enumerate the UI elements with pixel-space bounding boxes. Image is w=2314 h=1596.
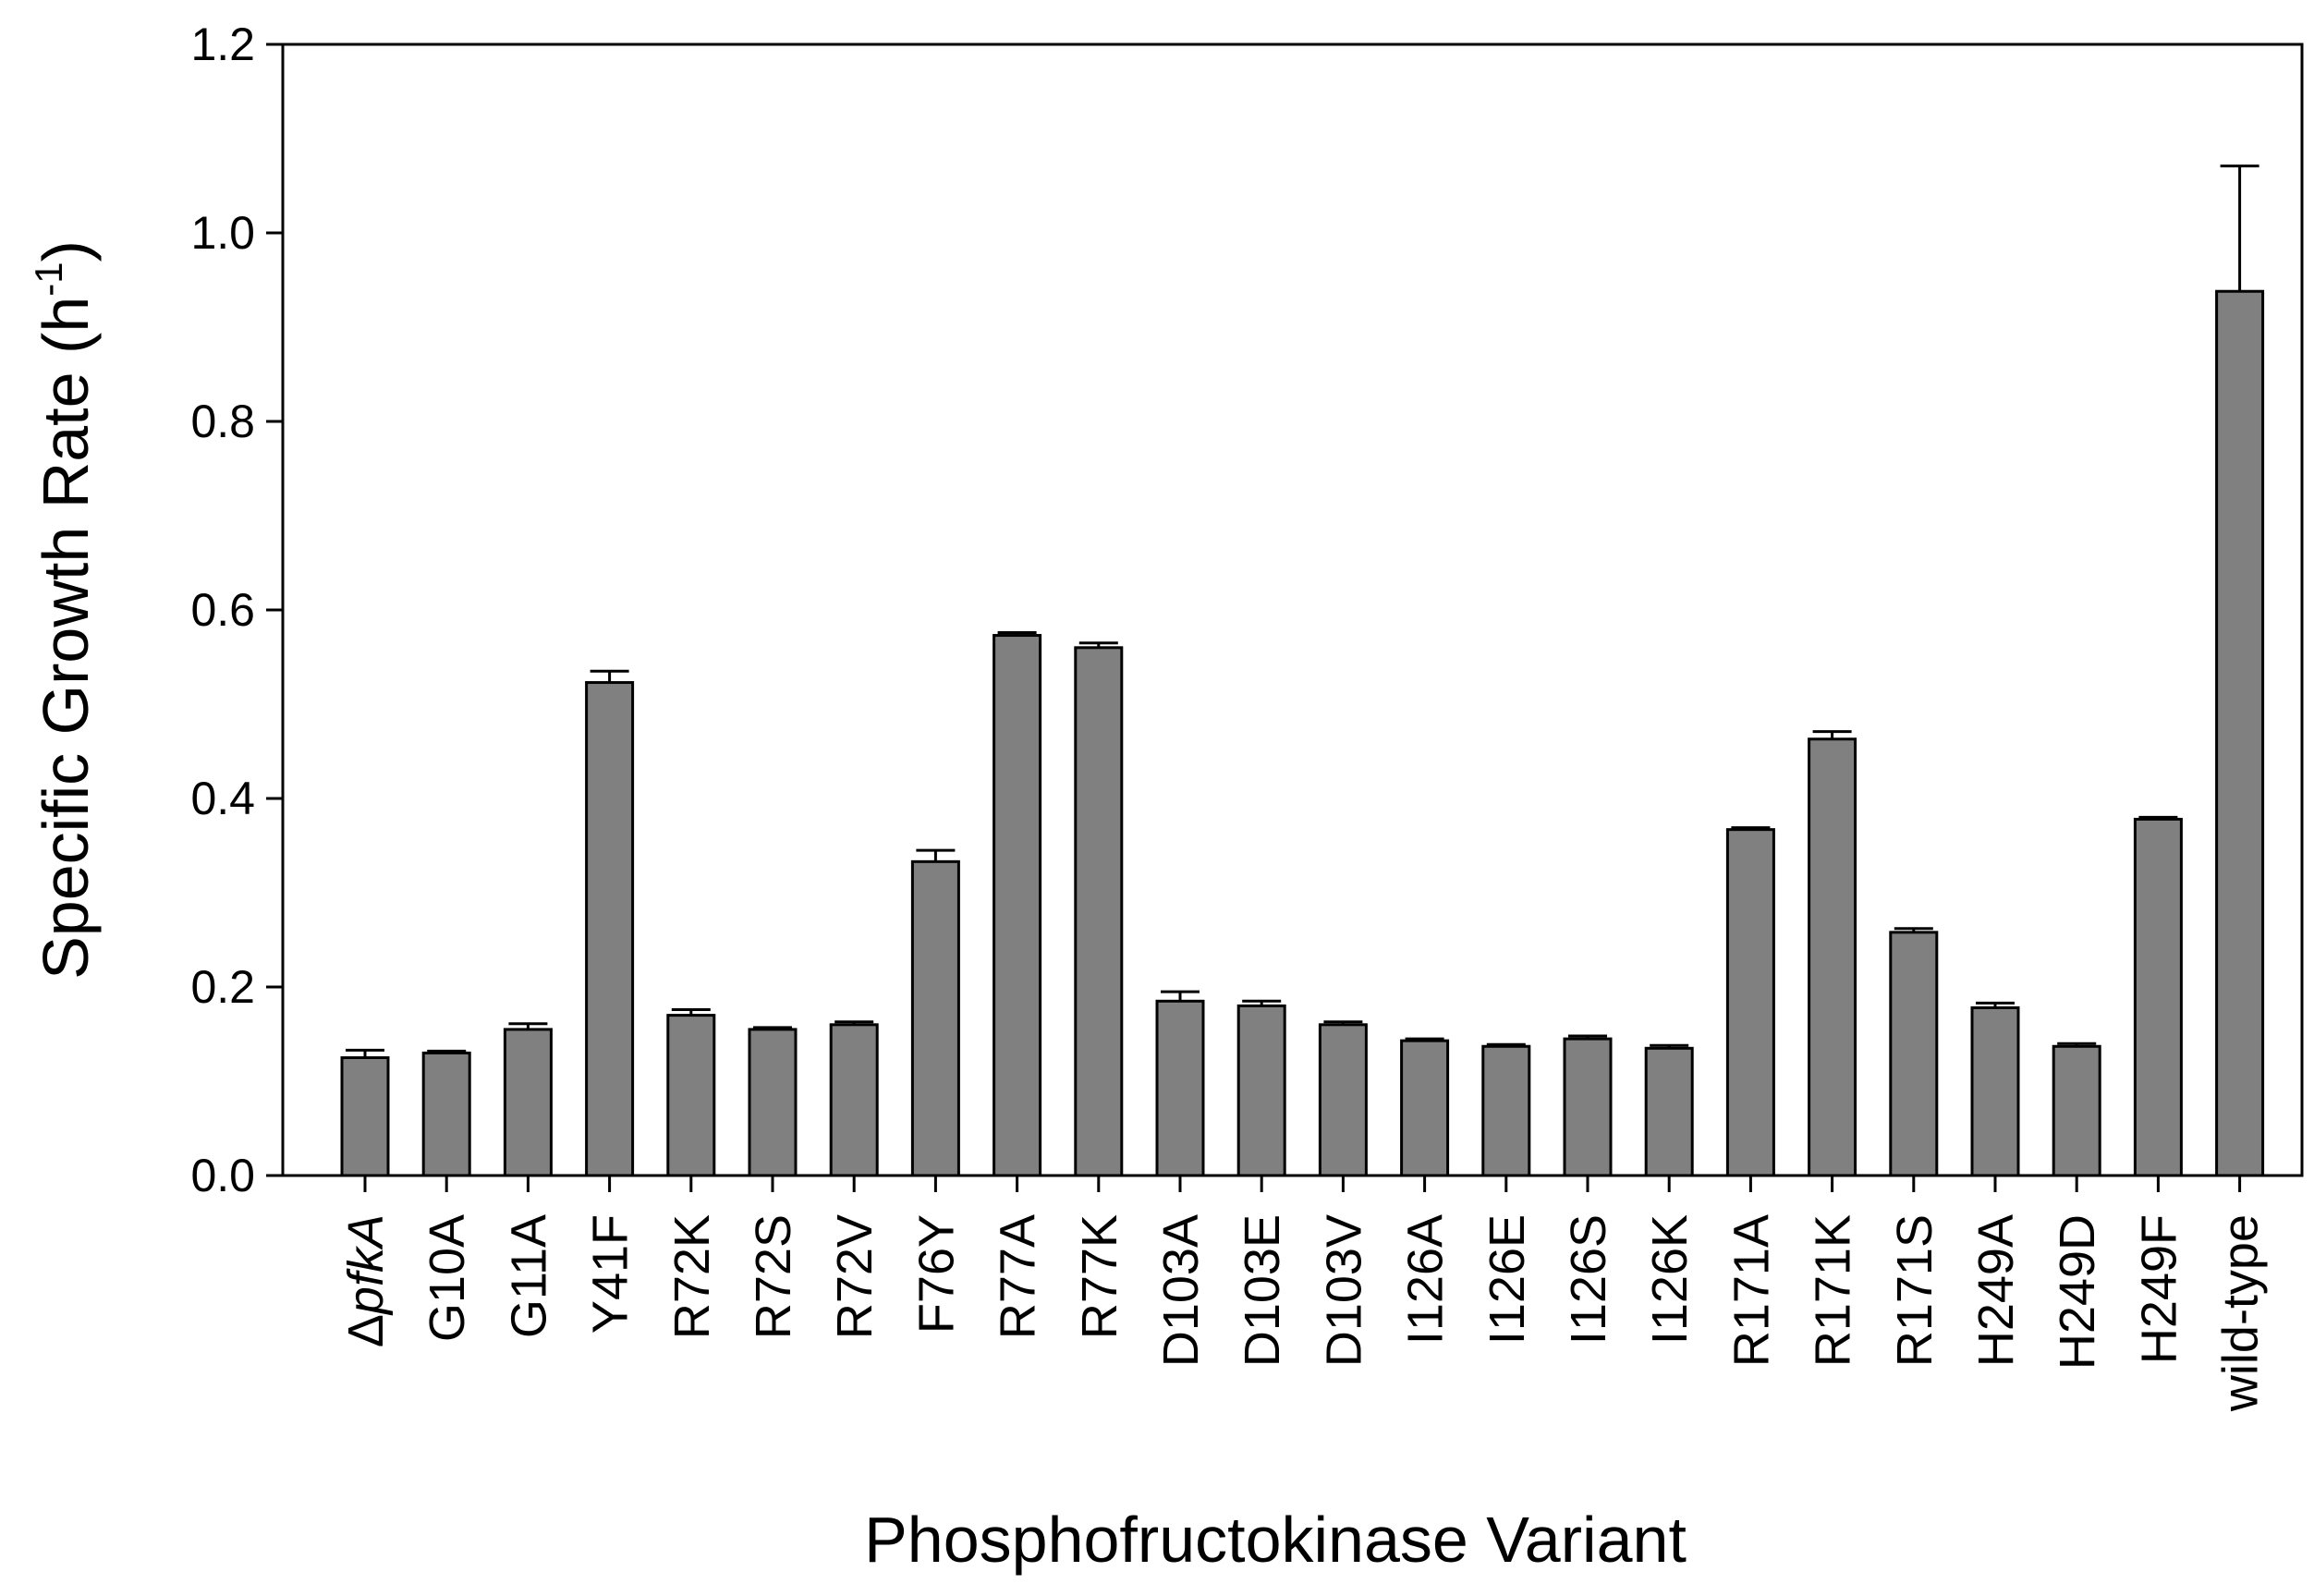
bar (1563, 1037, 1613, 1177)
bar (1074, 646, 1124, 1177)
bar (2052, 1044, 2101, 1177)
x-tick-label: I126A (1398, 1214, 1454, 1345)
bar (1236, 1004, 1286, 1177)
bar (1155, 999, 1205, 1177)
x-tick-label: R77A (991, 1214, 1046, 1339)
bar (2215, 289, 2265, 1177)
x-tick-label-prefix: Δ (338, 1314, 394, 1347)
y-tick-label: 0.6 (190, 584, 255, 636)
x-tick-label: R72K (664, 1214, 720, 1339)
bar (1725, 828, 1775, 1177)
bar (666, 1014, 716, 1177)
x-tick-label: H249D (2050, 1214, 2105, 1370)
y-axis-ticks: 0.0 0.2 0.4 0.6 0.8 1.0 1.2 (190, 18, 283, 1201)
y-axis-title-close: ) (30, 240, 102, 262)
x-tick-label: R171A (1723, 1214, 1779, 1367)
bar (421, 1051, 471, 1177)
x-tick-label: Y41F (583, 1214, 639, 1334)
error-bars-layer (346, 164, 2259, 1058)
x-tick-label: I126K (1642, 1214, 1698, 1345)
y-axis-title: Specific Growth Rate (h-1) (27, 240, 102, 980)
bar (910, 859, 960, 1177)
x-tick-label: R72V (827, 1214, 883, 1339)
bars-layer (340, 289, 2265, 1177)
y-axis-title-superscript: -1 (27, 262, 70, 296)
x-tick-label: H249F (2131, 1214, 2186, 1364)
y-tick-label: 0.0 (190, 1150, 255, 1201)
x-tick-label: G11A (501, 1214, 556, 1338)
bar (1318, 1023, 1368, 1177)
y-axis-title-main: Specific Growth Rate (h (30, 297, 102, 980)
x-tick-label: F76Y (908, 1214, 964, 1334)
y-tick-label: 0.2 (190, 961, 255, 1013)
x-tick-label: R171S (1887, 1214, 1943, 1367)
x-tick-label: R72S (746, 1214, 801, 1339)
x-axis-ticks (363, 1176, 2242, 1192)
bar (1970, 1005, 2020, 1177)
bar (340, 1056, 390, 1177)
x-tick-label: I126E (1480, 1214, 1535, 1345)
y-tick-label: 1.2 (190, 18, 255, 70)
x-tick-label-italic: pfkA (338, 1214, 394, 1316)
x-axis-title: Phosphofructokinase Variant (864, 1504, 1687, 1576)
bar (1644, 1046, 1694, 1177)
x-tick-label: D103A (1153, 1214, 1209, 1367)
bar (1481, 1044, 1531, 1177)
bar (1889, 931, 1939, 1177)
bar (585, 681, 635, 1177)
bar (1808, 737, 1857, 1177)
x-tick-label: D103V (1316, 1214, 1371, 1367)
x-tick-label: R77K (1072, 1214, 1127, 1339)
x-tick-label: H249A (1968, 1214, 2024, 1367)
x-tick-label: G10A (420, 1214, 475, 1342)
bar (993, 634, 1042, 1177)
bar (748, 1028, 798, 1177)
x-tick-label: R171K (1806, 1214, 1861, 1367)
bar (1400, 1039, 1450, 1177)
x-tick-label: D103E (1235, 1214, 1290, 1367)
x-tick-label: ΔpfkA (338, 1214, 394, 1347)
bar (2133, 817, 2183, 1177)
x-tick-label: wild-type (2213, 1214, 2269, 1412)
y-tick-label: 1.0 (190, 207, 255, 259)
x-axis-tick-labels: ΔpfkA G10A G11A Y41F R72K R72S R72V F76Y R77A R77… (338, 1214, 2269, 1412)
y-tick-label: 0.8 (190, 396, 255, 447)
x-tick-label: I126S (1561, 1214, 1616, 1345)
y-tick-label: 0.4 (190, 773, 255, 824)
bar (503, 1028, 553, 1177)
bar (829, 1023, 879, 1177)
